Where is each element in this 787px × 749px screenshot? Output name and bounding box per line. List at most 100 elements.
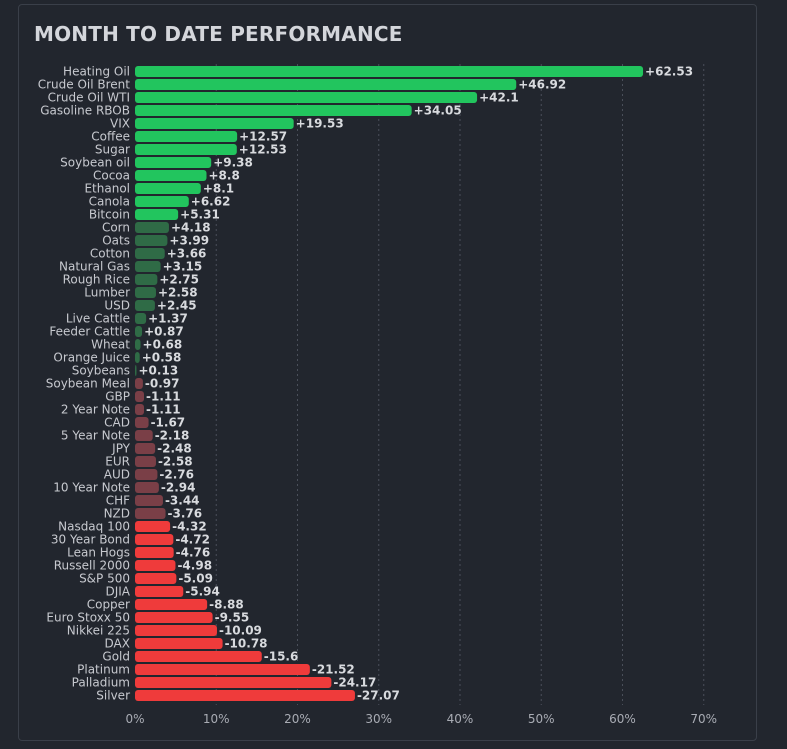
- category-label: 2 Year Note: [61, 403, 130, 417]
- bar: [135, 430, 153, 441]
- category-label: S&P 500: [79, 572, 130, 586]
- data-label: -1.11: [146, 390, 181, 404]
- bar: [135, 664, 310, 675]
- bar: [135, 573, 177, 584]
- bar: [135, 495, 163, 506]
- bar: [135, 456, 156, 467]
- bar: [135, 352, 140, 363]
- bar: [135, 183, 201, 194]
- bar: [135, 443, 156, 454]
- data-label: +62.53: [645, 65, 693, 79]
- category-label: Orange Juice: [53, 351, 130, 365]
- category-label: Lumber: [84, 286, 130, 300]
- data-label: -2.18: [155, 429, 190, 443]
- data-label: +0.87: [144, 325, 184, 339]
- data-label: -2.94: [161, 481, 196, 495]
- data-label: -2.76: [159, 468, 194, 482]
- bar: [135, 508, 166, 519]
- data-label: -15.6: [264, 650, 299, 664]
- category-label: NZD: [104, 507, 130, 521]
- x-tick-label: 0%: [125, 712, 144, 726]
- category-label: Soybeans: [72, 364, 130, 378]
- category-label: CAD: [104, 416, 130, 430]
- category-label: Coffee: [91, 130, 130, 144]
- bar: [135, 170, 207, 181]
- data-label: +0.13: [139, 364, 179, 378]
- category-label: Lean Hogs: [67, 546, 130, 560]
- data-label: -2.58: [158, 455, 193, 469]
- bar: [135, 222, 169, 233]
- x-tick-label: 10%: [203, 712, 230, 726]
- category-label: Corn: [102, 221, 130, 235]
- data-label: +6.62: [191, 195, 231, 209]
- bar: [135, 274, 158, 285]
- data-label: -10.78: [225, 637, 268, 651]
- category-label: DJIA: [105, 585, 130, 599]
- category-label: Soybean Meal: [46, 377, 130, 391]
- bar: [135, 235, 168, 246]
- category-label: AUD: [104, 468, 130, 482]
- data-label: +9.38: [213, 156, 253, 170]
- data-label: +3.15: [163, 260, 203, 274]
- category-label: Bitcoin: [89, 208, 130, 222]
- bar: [135, 651, 262, 662]
- category-label: DAX: [105, 637, 130, 651]
- bar: [135, 300, 155, 311]
- data-label: +19.53: [296, 117, 344, 131]
- bar: [135, 521, 171, 532]
- bar: [135, 417, 149, 428]
- x-tick-label: 60%: [609, 712, 636, 726]
- category-label: 30 Year Bond: [51, 533, 130, 547]
- category-label: USD: [104, 299, 130, 313]
- data-label: +0.68: [143, 338, 183, 352]
- data-label: +2.75: [159, 273, 199, 287]
- bar: [135, 92, 478, 103]
- category-label: Ethanol: [84, 182, 130, 196]
- data-label: -4.76: [176, 546, 211, 560]
- data-label: +8.1: [203, 182, 234, 196]
- bar: [135, 534, 174, 545]
- data-label: -4.72: [175, 533, 210, 547]
- data-label: +3.99: [169, 234, 209, 248]
- data-label: -8.88: [209, 598, 244, 612]
- bar: [135, 365, 137, 376]
- data-label: +12.53: [239, 143, 287, 157]
- category-label: 10 Year Note: [53, 481, 130, 495]
- bar: [135, 105, 412, 116]
- data-label: -3.44: [165, 494, 200, 508]
- bar: [135, 131, 238, 142]
- data-label: +5.31: [180, 208, 220, 222]
- category-label: Wheat: [91, 338, 130, 352]
- bar: [135, 157, 212, 168]
- category-label: Nikkei 225: [67, 624, 130, 638]
- data-label: -5.94: [185, 585, 220, 599]
- category-label: Feeder Cattle: [49, 325, 130, 339]
- data-label: +8.8: [209, 169, 240, 183]
- bar: [135, 378, 143, 389]
- category-label: GBP: [105, 390, 130, 404]
- category-label: Silver: [96, 689, 130, 703]
- data-label: -4.98: [177, 559, 212, 573]
- category-label: Rough Rice: [63, 273, 130, 287]
- data-label: +4.18: [171, 221, 211, 235]
- category-label: Crude Oil Brent: [38, 78, 131, 92]
- data-label: +2.45: [157, 299, 197, 313]
- bar: [135, 118, 294, 129]
- category-label: Nasdaq 100: [58, 520, 130, 534]
- category-label: 5 Year Note: [61, 429, 130, 443]
- bar: [135, 469, 158, 480]
- bar: [135, 547, 174, 558]
- category-label: Gasoline RBOB: [40, 104, 130, 118]
- bar: [135, 313, 147, 324]
- bar: [135, 326, 143, 337]
- category-label: Gold: [102, 650, 130, 664]
- category-label: Sugar: [95, 143, 130, 157]
- bar: [135, 638, 223, 649]
- bar: [135, 339, 141, 350]
- category-label: Euro Stoxx 50: [46, 611, 130, 625]
- data-label: -10.09: [219, 624, 262, 638]
- data-label: -3.76: [168, 507, 203, 521]
- bar: [135, 66, 644, 77]
- bar: [135, 625, 217, 636]
